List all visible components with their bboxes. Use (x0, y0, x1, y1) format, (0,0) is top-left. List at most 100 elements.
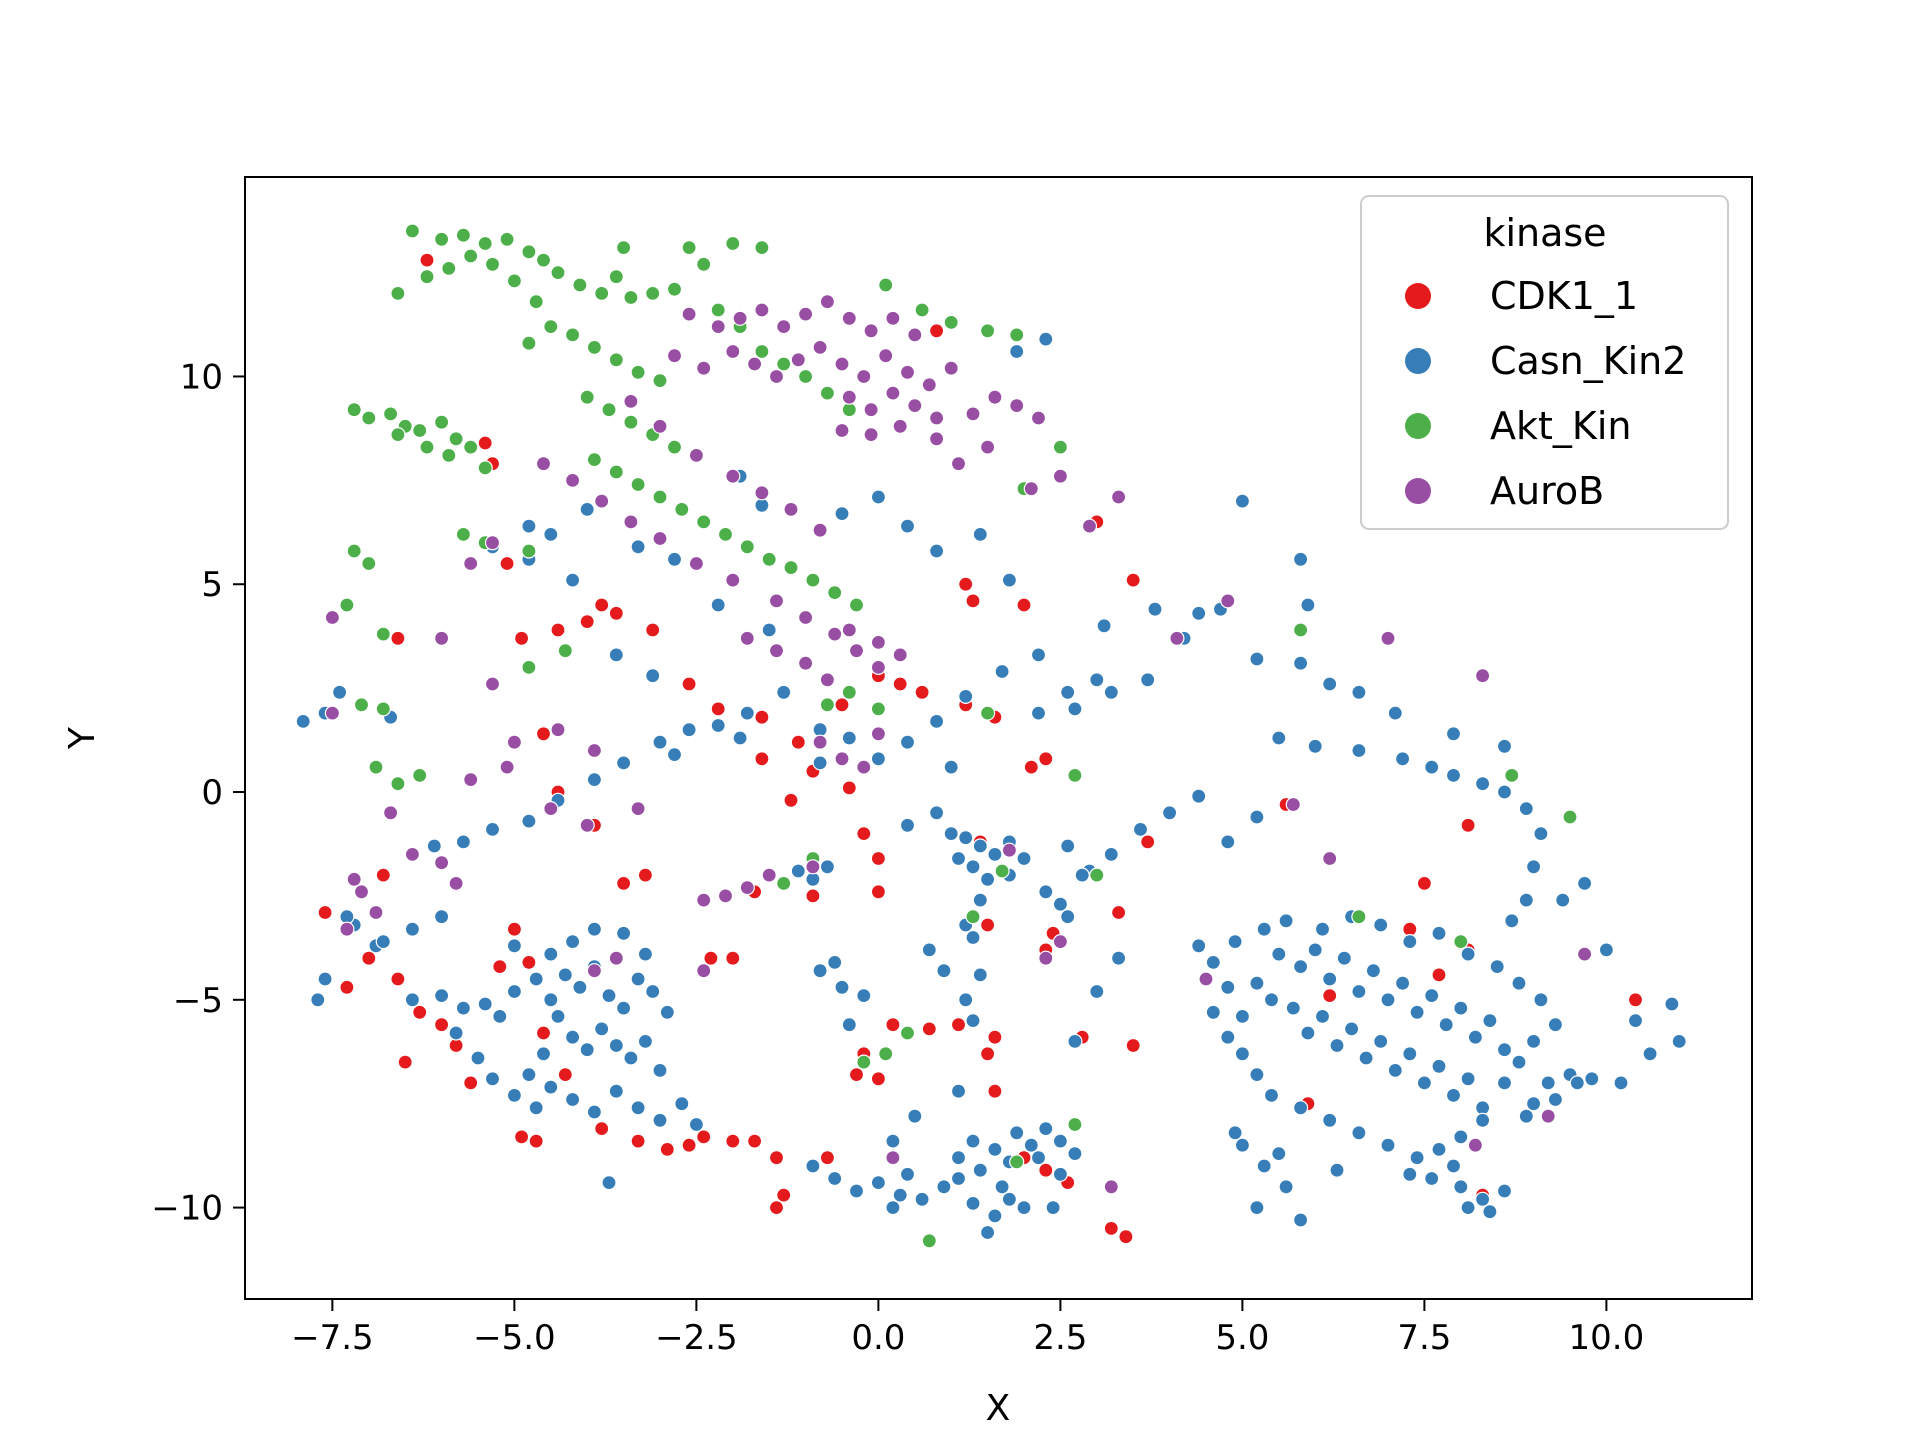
data-point-cdk1-1-17 (928, 323, 945, 339)
data-point-casn-kin2-276 (1052, 896, 1069, 912)
data-point-casn-kin2-213 (1460, 1071, 1476, 1087)
data-point-aurob-17 (812, 339, 828, 355)
data-point-cdk1-1-74 (987, 1083, 1003, 1099)
data-point-aurob-36 (979, 439, 996, 455)
data-point-casn-kin2-239 (1431, 1141, 1447, 1158)
data-point-casn-kin2-246 (1249, 1066, 1265, 1083)
data-point-akt-kin-62 (666, 281, 683, 297)
data-point-cdk1-1-36 (1023, 759, 1039, 775)
data-point-casn-kin2-58 (1474, 776, 1491, 792)
data-point-akt-kin-107 (1504, 767, 1520, 784)
data-point-cdk1-1-58 (681, 1137, 697, 1153)
data-point-casn-kin2-147 (484, 1071, 501, 1087)
data-point-aurob-86 (324, 705, 340, 721)
data-point-aurob-109 (1467, 1137, 1484, 1153)
data-point-aurob-68 (870, 726, 887, 742)
data-point-akt-kin-38 (652, 373, 668, 389)
data-point-aurob-91 (346, 871, 362, 887)
data-point-casn-kin2-262 (1496, 1183, 1513, 1199)
data-point-akt-kin-94 (856, 1054, 872, 1070)
data-point-aurob-102 (1169, 630, 1185, 646)
data-point-casn-kin2-77 (1234, 493, 1251, 509)
data-point-casn-kin2-46 (1292, 655, 1309, 671)
data-point-casn-kin2-173 (965, 1133, 981, 1149)
data-point-casn-kin2-130 (594, 1021, 610, 1037)
data-point-aurob-67 (856, 759, 872, 775)
data-point-casn-kin2-111 (404, 992, 420, 1008)
data-point-casn-kin2-144 (688, 1116, 705, 1133)
data-point-casn-kin2-122 (601, 987, 617, 1004)
data-point-casn-kin2-131 (608, 1037, 624, 1054)
data-point-casn-kin2-174 (987, 1141, 1003, 1158)
data-point-akt-kin-8 (572, 277, 588, 293)
data-point-casn-kin2-28 (615, 755, 632, 771)
data-point-casn-kin2-64 (1504, 913, 1520, 929)
data-point-casn-kin2-264 (1424, 1170, 1440, 1187)
data-point-casn-kin2-293 (310, 992, 326, 1008)
data-point-cdk1-1-30 (783, 792, 799, 808)
data-point-akt-kin-31 (477, 460, 493, 476)
data-point-casn-kin2-18 (972, 526, 988, 543)
data-point-casn-kin2-177 (1038, 1120, 1054, 1137)
data-point-aurob-79 (550, 722, 566, 738)
data-point-casn-kin2-35 (841, 730, 857, 746)
data-point-casn-kin2-14 (834, 505, 850, 522)
data-point-aurob-84 (579, 817, 595, 833)
data-point-casn-kin2-283 (928, 805, 945, 821)
data-point-casn-kin2-141 (630, 1100, 646, 1116)
legend: kinase CDK1_1 Casn_Kin2 Akt_Kin AuroB (1360, 195, 1729, 530)
data-point-akt-kin-39 (579, 389, 595, 405)
data-point-akt-kin-6 (535, 252, 552, 268)
data-point-cdk1-1-41 (361, 950, 377, 966)
data-point-cdk1-1-15 (892, 676, 908, 692)
data-point-casn-kin2-203 (1314, 1008, 1331, 1025)
data-point-casn-kin2-247 (1234, 1046, 1251, 1062)
data-point-cdk1-1-53 (513, 1129, 530, 1145)
data-point-cdk1-1-8 (645, 622, 661, 638)
data-point-akt-kin-79 (368, 759, 384, 775)
data-point-casn-kin2-256 (1547, 1091, 1564, 1108)
data-point-casn-kin2-99 (965, 1012, 981, 1029)
legend-box (1360, 195, 1729, 530)
data-point-casn-kin2-93 (965, 859, 981, 875)
data-point-casn-kin2-284 (943, 759, 959, 775)
legend-entries: CDK1_1 Casn_Kin2 Akt_Kin AuroB (1405, 274, 1686, 513)
data-point-casn-kin2-136 (521, 1066, 537, 1083)
data-point-casn-kin2-53 (1307, 738, 1323, 754)
data-point-aurob-12 (696, 360, 712, 376)
data-point-casn-kin2-8 (630, 539, 646, 555)
data-point-casn-kin2-104 (790, 863, 806, 879)
data-point-casn-kin2-31 (710, 717, 726, 734)
data-point-aurob-41 (688, 447, 705, 463)
data-point-aurob-54 (797, 609, 814, 626)
data-point-cdk1-1-54 (528, 1133, 544, 1149)
data-point-cdk1-1-0 (419, 252, 435, 268)
data-point-akt-kin-46 (630, 476, 646, 493)
data-point-akt-kin-56 (848, 597, 865, 613)
data-point-cdk1-1-11 (754, 709, 770, 725)
data-point-casn-kin2-197 (1453, 1000, 1469, 1016)
data-point-aurob-97 (805, 859, 821, 875)
data-point-aurob-18 (834, 356, 850, 372)
data-point-casn-kin2-69 (1664, 996, 1680, 1012)
data-point-casn-kin2-221 (1227, 933, 1243, 950)
data-point-akt-kin-55 (827, 584, 843, 601)
data-point-cdk1-1-7 (608, 605, 624, 621)
data-point-casn-kin2-291 (375, 933, 391, 950)
data-point-aurob-73 (484, 535, 501, 551)
data-point-casn-kin2-194 (1409, 1004, 1425, 1020)
data-point-cdk1-1-83 (1125, 1037, 1141, 1054)
data-point-casn-kin2-272 (1329, 1162, 1345, 1178)
data-point-casn-kin2-193 (1394, 975, 1411, 991)
data-point-casn-kin2-134 (652, 1062, 668, 1079)
data-point-akt-kin-4 (499, 231, 515, 247)
data-point-cdk1-1-18 (958, 576, 974, 592)
data-point-akt-kin-72 (943, 314, 959, 330)
data-point-cdk1-1-57 (659, 1141, 675, 1158)
data-point-akt-kin-101 (1067, 1116, 1083, 1133)
data-point-casn-kin2-187 (1307, 942, 1323, 958)
data-point-akt-kin-97 (921, 1233, 937, 1249)
data-point-cdk1-1-90 (1322, 987, 1338, 1004)
data-point-akt-kin-16 (463, 248, 479, 264)
data-point-aurob-76 (434, 630, 450, 646)
